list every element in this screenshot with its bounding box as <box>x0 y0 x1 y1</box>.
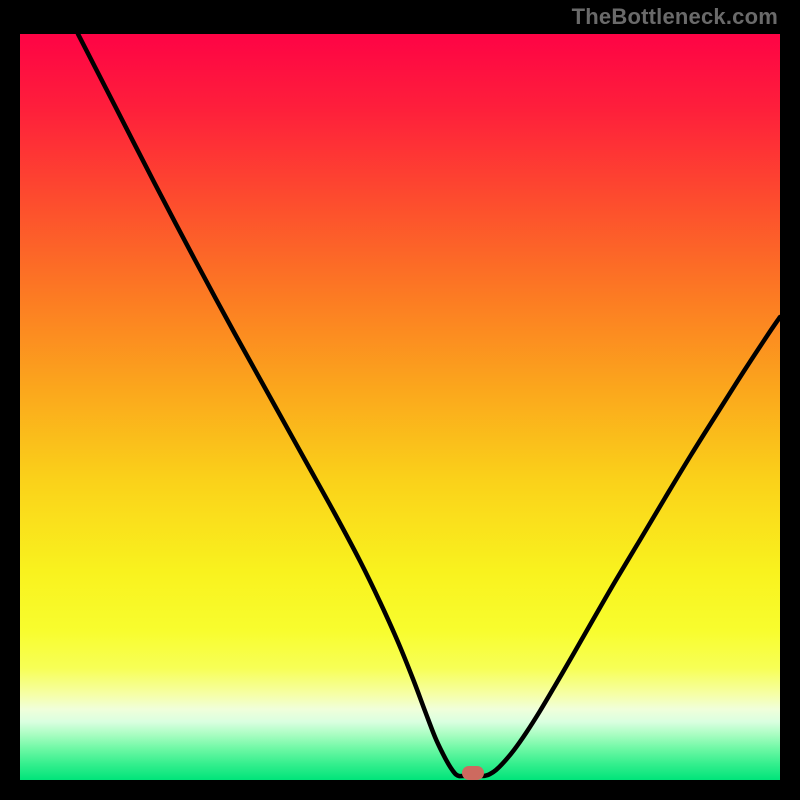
plot-svg <box>20 34 780 780</box>
watermark-text: TheBottleneck.com <box>572 4 778 30</box>
plot-area <box>20 34 780 780</box>
chart-frame: TheBottleneck.com <box>0 0 800 800</box>
optimal-point-marker <box>462 766 484 780</box>
